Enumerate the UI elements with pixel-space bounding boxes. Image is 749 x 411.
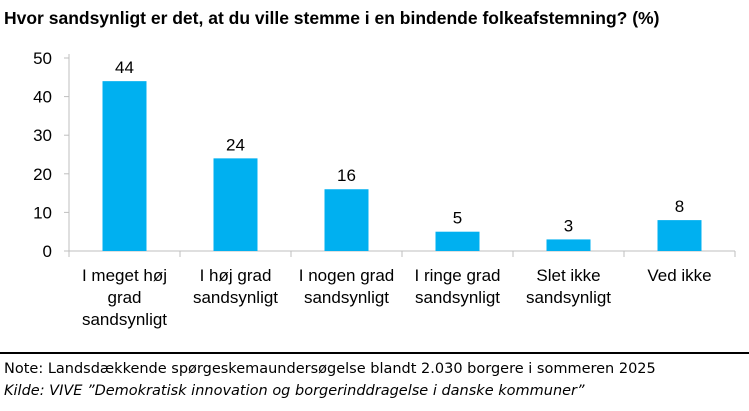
footer-divider [0,352,749,354]
y-tick-label: 10 [33,203,52,222]
x-tick-label: Slet ikke [536,266,600,285]
y-tick-label: 0 [43,242,52,261]
bar [657,220,702,251]
bar [213,158,258,251]
data-label: 8 [675,197,684,216]
x-tick-label: I ringe grad [415,266,501,285]
x-tick-label: Ved ikke [647,266,711,285]
x-tick-label: sandsynligt [415,288,500,307]
x-tick-label: sandsynligt [193,288,278,307]
bar [435,231,480,251]
bar [546,239,591,251]
y-tick-label: 40 [33,88,52,107]
chart-title: Hvor sandsynligt er det, at du ville ste… [4,8,660,28]
chart-source: Kilde: VIVE ”Demokratisk innovation og b… [4,383,585,399]
x-tick-label: I høj grad [200,266,272,285]
chart-note: Note: Landsdækkende spørgeskemaundersøge… [4,361,656,377]
data-label: 5 [453,209,462,228]
bar [324,189,369,251]
data-label: 24 [226,135,245,154]
x-tick-label: sandsynligt [82,310,167,329]
bar [102,81,147,251]
x-tick-label: grad [107,288,141,307]
x-tick-label: I nogen grad [299,266,394,285]
x-tick-label: I meget høj [82,266,167,285]
y-tick-label: 20 [33,165,52,184]
data-label: 3 [564,216,573,235]
y-tick-label: 30 [33,126,52,145]
data-label: 16 [337,166,356,185]
bar-chart: 0 10 20 30 40 50 44 I meget høj grad sandsynligt 2… [33,49,736,329]
x-tick-label: sandsynligt [304,288,389,307]
y-tick-label: 50 [33,49,52,68]
data-label: 44 [115,58,134,77]
x-tick-label: sandsynligt [526,288,611,307]
